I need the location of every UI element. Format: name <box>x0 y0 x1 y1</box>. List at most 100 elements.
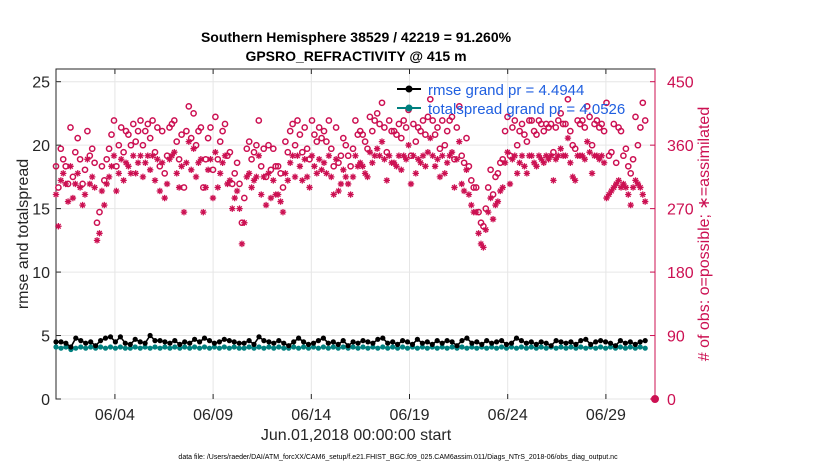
rmse-point <box>137 339 143 345</box>
totalspread-point <box>419 344 425 350</box>
obs-possible-point <box>301 124 309 131</box>
obs-assimilated-point <box>168 152 176 159</box>
totalspread-point <box>112 345 118 351</box>
obs-assimilated-series <box>52 134 659 403</box>
obs-possible-point <box>144 120 152 128</box>
y-tick-label: 5 <box>41 329 50 346</box>
obs-possible-point <box>335 159 342 167</box>
obs-assimilated-point <box>197 156 205 163</box>
rmse-point <box>632 341 638 347</box>
rmse-point <box>78 338 84 344</box>
totalspread-point <box>558 344 564 350</box>
obs-assimilated-point <box>231 194 238 202</box>
obs-assimilated-point <box>287 159 294 166</box>
rmse-point <box>518 338 525 344</box>
obs-assimilated-point <box>634 180 642 188</box>
totalspread-point <box>187 345 193 351</box>
rmse-point <box>157 338 163 344</box>
rmse-point <box>197 339 203 345</box>
obs-possible-point <box>120 148 127 156</box>
rmse-point <box>320 335 326 341</box>
obs-assimilated-point <box>159 159 166 166</box>
obs-possible-point <box>598 120 606 128</box>
obs-assimilated-point <box>547 152 555 159</box>
obs-assimilated-point <box>458 180 465 188</box>
rmse-point <box>578 338 584 344</box>
rmse-point <box>107 334 114 340</box>
obs-possible-point <box>455 103 463 110</box>
obs-possible-point <box>245 138 253 145</box>
obs-assimilated-point <box>202 184 209 191</box>
totalspread-point <box>320 344 326 350</box>
obs-possible-point <box>105 145 113 153</box>
rmse-point <box>588 341 594 347</box>
rmse-point <box>548 343 554 349</box>
obs-assimilated-point <box>113 187 120 195</box>
totalspread-point <box>340 344 346 350</box>
totalspread-point <box>459 344 465 350</box>
obs-possible-point <box>134 127 142 135</box>
obs-possible-point <box>298 148 306 156</box>
obs-assimilated-point <box>190 145 197 152</box>
obs-assimilated-point <box>550 177 557 184</box>
rmse-point <box>538 339 544 345</box>
obs-possible-point <box>610 120 618 128</box>
totalspread-point <box>241 345 247 351</box>
rmse-point <box>345 343 351 349</box>
obs-possible-point <box>518 120 526 128</box>
rmse-point <box>310 340 317 346</box>
rmse-point <box>127 341 133 347</box>
obs-possible-point <box>349 145 357 153</box>
y-right-tick-label: 450 <box>667 75 694 92</box>
obs-assimilated-point <box>282 170 289 177</box>
obs-assimilated-point <box>108 163 115 170</box>
obs-assimilated-point <box>627 201 634 209</box>
rmse-point <box>642 338 648 344</box>
obs-assimilated-point <box>105 173 113 181</box>
rmse-point <box>355 340 361 346</box>
totalspread-point <box>499 344 505 350</box>
legend-label-rmse: rmse grand pr = 4.4944 <box>428 82 584 99</box>
obs-assimilated-point <box>567 159 574 166</box>
totalspread-point <box>251 345 257 351</box>
y-tick-label: 25 <box>32 75 50 92</box>
obs-possible-point <box>431 131 439 138</box>
obs-assimilated-point <box>514 170 521 177</box>
obs-possible-point <box>373 110 381 117</box>
rmse-point <box>607 340 614 346</box>
obs-assimilated-point <box>617 184 625 191</box>
obs-assimilated-point <box>354 163 362 170</box>
rmse-series <box>53 332 648 350</box>
obs-assimilated-point <box>373 145 381 152</box>
x-axis-label: Jun.01,2018 00:00:00 start <box>261 427 452 444</box>
obs-possible-point <box>453 124 461 131</box>
totalspread-point <box>157 345 163 351</box>
obs-assimilated-point <box>410 152 417 159</box>
obs-possible-point <box>501 127 509 135</box>
totalspread-point <box>593 345 599 351</box>
obs-possible-point <box>55 184 62 191</box>
obs-assimilated-point <box>504 149 511 156</box>
obs-possible-point <box>76 155 84 163</box>
rmse-point <box>380 335 386 341</box>
obs-possible-point <box>96 208 103 216</box>
rmse-point <box>459 338 465 344</box>
obs-assimilated-point <box>267 194 275 202</box>
rmse-point <box>593 339 599 345</box>
obs-possible-point <box>581 124 589 131</box>
obs-assimilated-point <box>173 170 180 177</box>
obs-assimilated-point <box>241 219 248 226</box>
totalspread-point <box>385 345 391 351</box>
obs-possible-point <box>67 124 74 131</box>
obs-assimilated-point <box>188 166 195 174</box>
obs-assimilated-point <box>62 180 69 188</box>
rmse-point <box>83 340 89 346</box>
totalspread-point <box>330 344 336 350</box>
obs-assimilated-point <box>509 156 516 163</box>
obs-assimilated-point <box>161 194 168 202</box>
obs-possible-point <box>183 127 190 135</box>
rmse-point <box>266 339 272 345</box>
obs-possible-point <box>487 166 494 174</box>
totalspread-point <box>434 345 440 351</box>
obs-possible-point <box>98 162 106 170</box>
